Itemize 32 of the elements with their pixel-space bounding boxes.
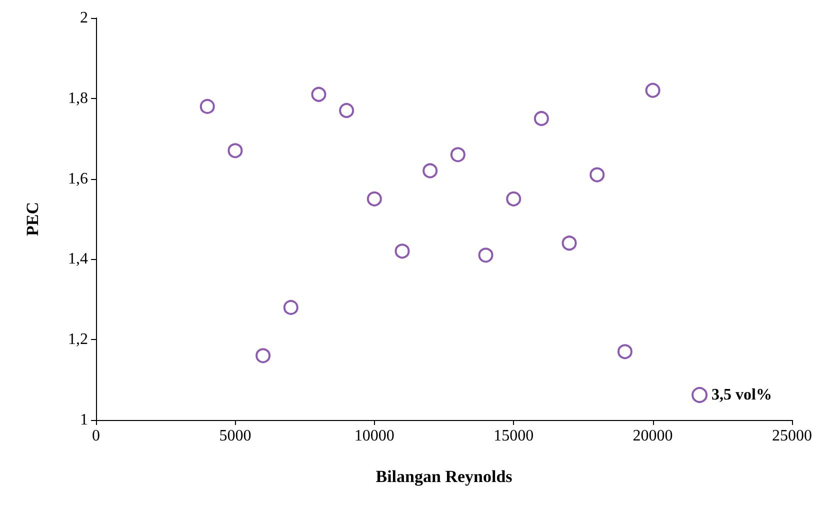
point — [256, 348, 271, 364]
x-axis-title: Bilangan Reynolds — [376, 467, 513, 486]
point — [645, 82, 660, 98]
y-tick-label: 1,8 — [68, 90, 88, 107]
point — [394, 244, 410, 259]
point — [450, 147, 466, 162]
y-tick-label: 2 — [80, 10, 88, 26]
y-tick-label: 1 — [80, 412, 88, 428]
x-tick-label: 0 — [92, 428, 100, 444]
point — [506, 191, 522, 206]
point — [478, 248, 494, 263]
y-tick-label: 1,4 — [68, 250, 88, 268]
point — [339, 102, 354, 118]
y-axis-title: PEC — [23, 202, 42, 236]
y-tick-label: 1,6 — [68, 170, 88, 188]
point — [200, 98, 215, 114]
point — [366, 191, 382, 206]
x-tick-label: 10000 — [354, 428, 394, 444]
point — [311, 86, 326, 102]
point — [283, 300, 298, 315]
y-tick-label: 1,2 — [68, 331, 88, 348]
point — [534, 111, 549, 126]
point — [562, 236, 577, 251]
point — [422, 163, 438, 178]
x-tick-label: 15000 — [494, 428, 534, 444]
point — [590, 167, 605, 182]
legend-label: 3,5 vol% — [712, 386, 772, 404]
x-tick-label: 20000 — [632, 428, 673, 444]
point — [617, 344, 632, 360]
x-tick-label: 5000 — [219, 428, 252, 444]
x-tick-label: 25000 — [772, 428, 812, 444]
point — [228, 143, 243, 158]
